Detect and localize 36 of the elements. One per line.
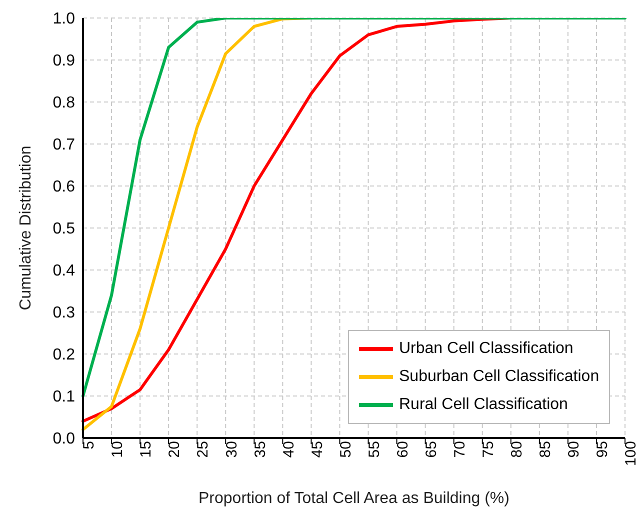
x-tick-label: 20 — [166, 441, 184, 458]
x-tick-label: 50 — [337, 441, 354, 458]
x-axis-title: Proportion of Total Cell Area as Building (%) — [198, 490, 510, 507]
x-tick-label: 75 — [480, 441, 498, 458]
x-tick-label: 55 — [366, 441, 383, 458]
y-tick-label: 0.6 — [52, 178, 76, 196]
y-tick-label: 0.1 — [52, 388, 76, 406]
legend-label: Urban Cell Classification — [399, 339, 574, 359]
x-tick-label: 70 — [451, 441, 468, 458]
x-tick-label: 45 — [308, 441, 326, 458]
y-tick-label: 0.7 — [52, 136, 76, 154]
x-tick-label: 65 — [422, 441, 440, 458]
x-tick-label: 10 — [109, 441, 126, 458]
x-tick-label: 80 — [508, 441, 526, 458]
y-tick-label: 1.0 — [52, 10, 76, 28]
legend-label: Rural Cell Classification — [399, 395, 568, 415]
x-tick-label: 30 — [223, 441, 240, 458]
y-tick-label: 0.3 — [52, 304, 76, 322]
x-tick-label: 90 — [566, 441, 583, 458]
x-tick-label: 60 — [394, 441, 412, 458]
y-tick-label: 0.9 — [52, 52, 76, 70]
y-tick-label: 0.4 — [52, 262, 76, 280]
y-tick-label: 0.2 — [52, 346, 76, 364]
x-tick-label: 25 — [194, 441, 212, 458]
y-tick-label: 0.8 — [52, 94, 76, 112]
x-tick-label: 85 — [537, 441, 554, 458]
y-axis-title: Cumulative Distribution — [18, 146, 35, 310]
x-tick-label: 95 — [594, 441, 612, 458]
legend-label: Suburban Cell Classification — [399, 367, 600, 387]
y-tick-label: 0.0 — [52, 430, 76, 448]
x-tick-label: 5 — [80, 441, 98, 450]
x-tick-label: 15 — [138, 441, 155, 458]
x-tick-label: 35 — [252, 441, 269, 458]
x-tick-label: 100 — [622, 441, 637, 466]
y-tick-label: 0.5 — [52, 220, 76, 238]
x-tick-label: 40 — [280, 441, 298, 458]
